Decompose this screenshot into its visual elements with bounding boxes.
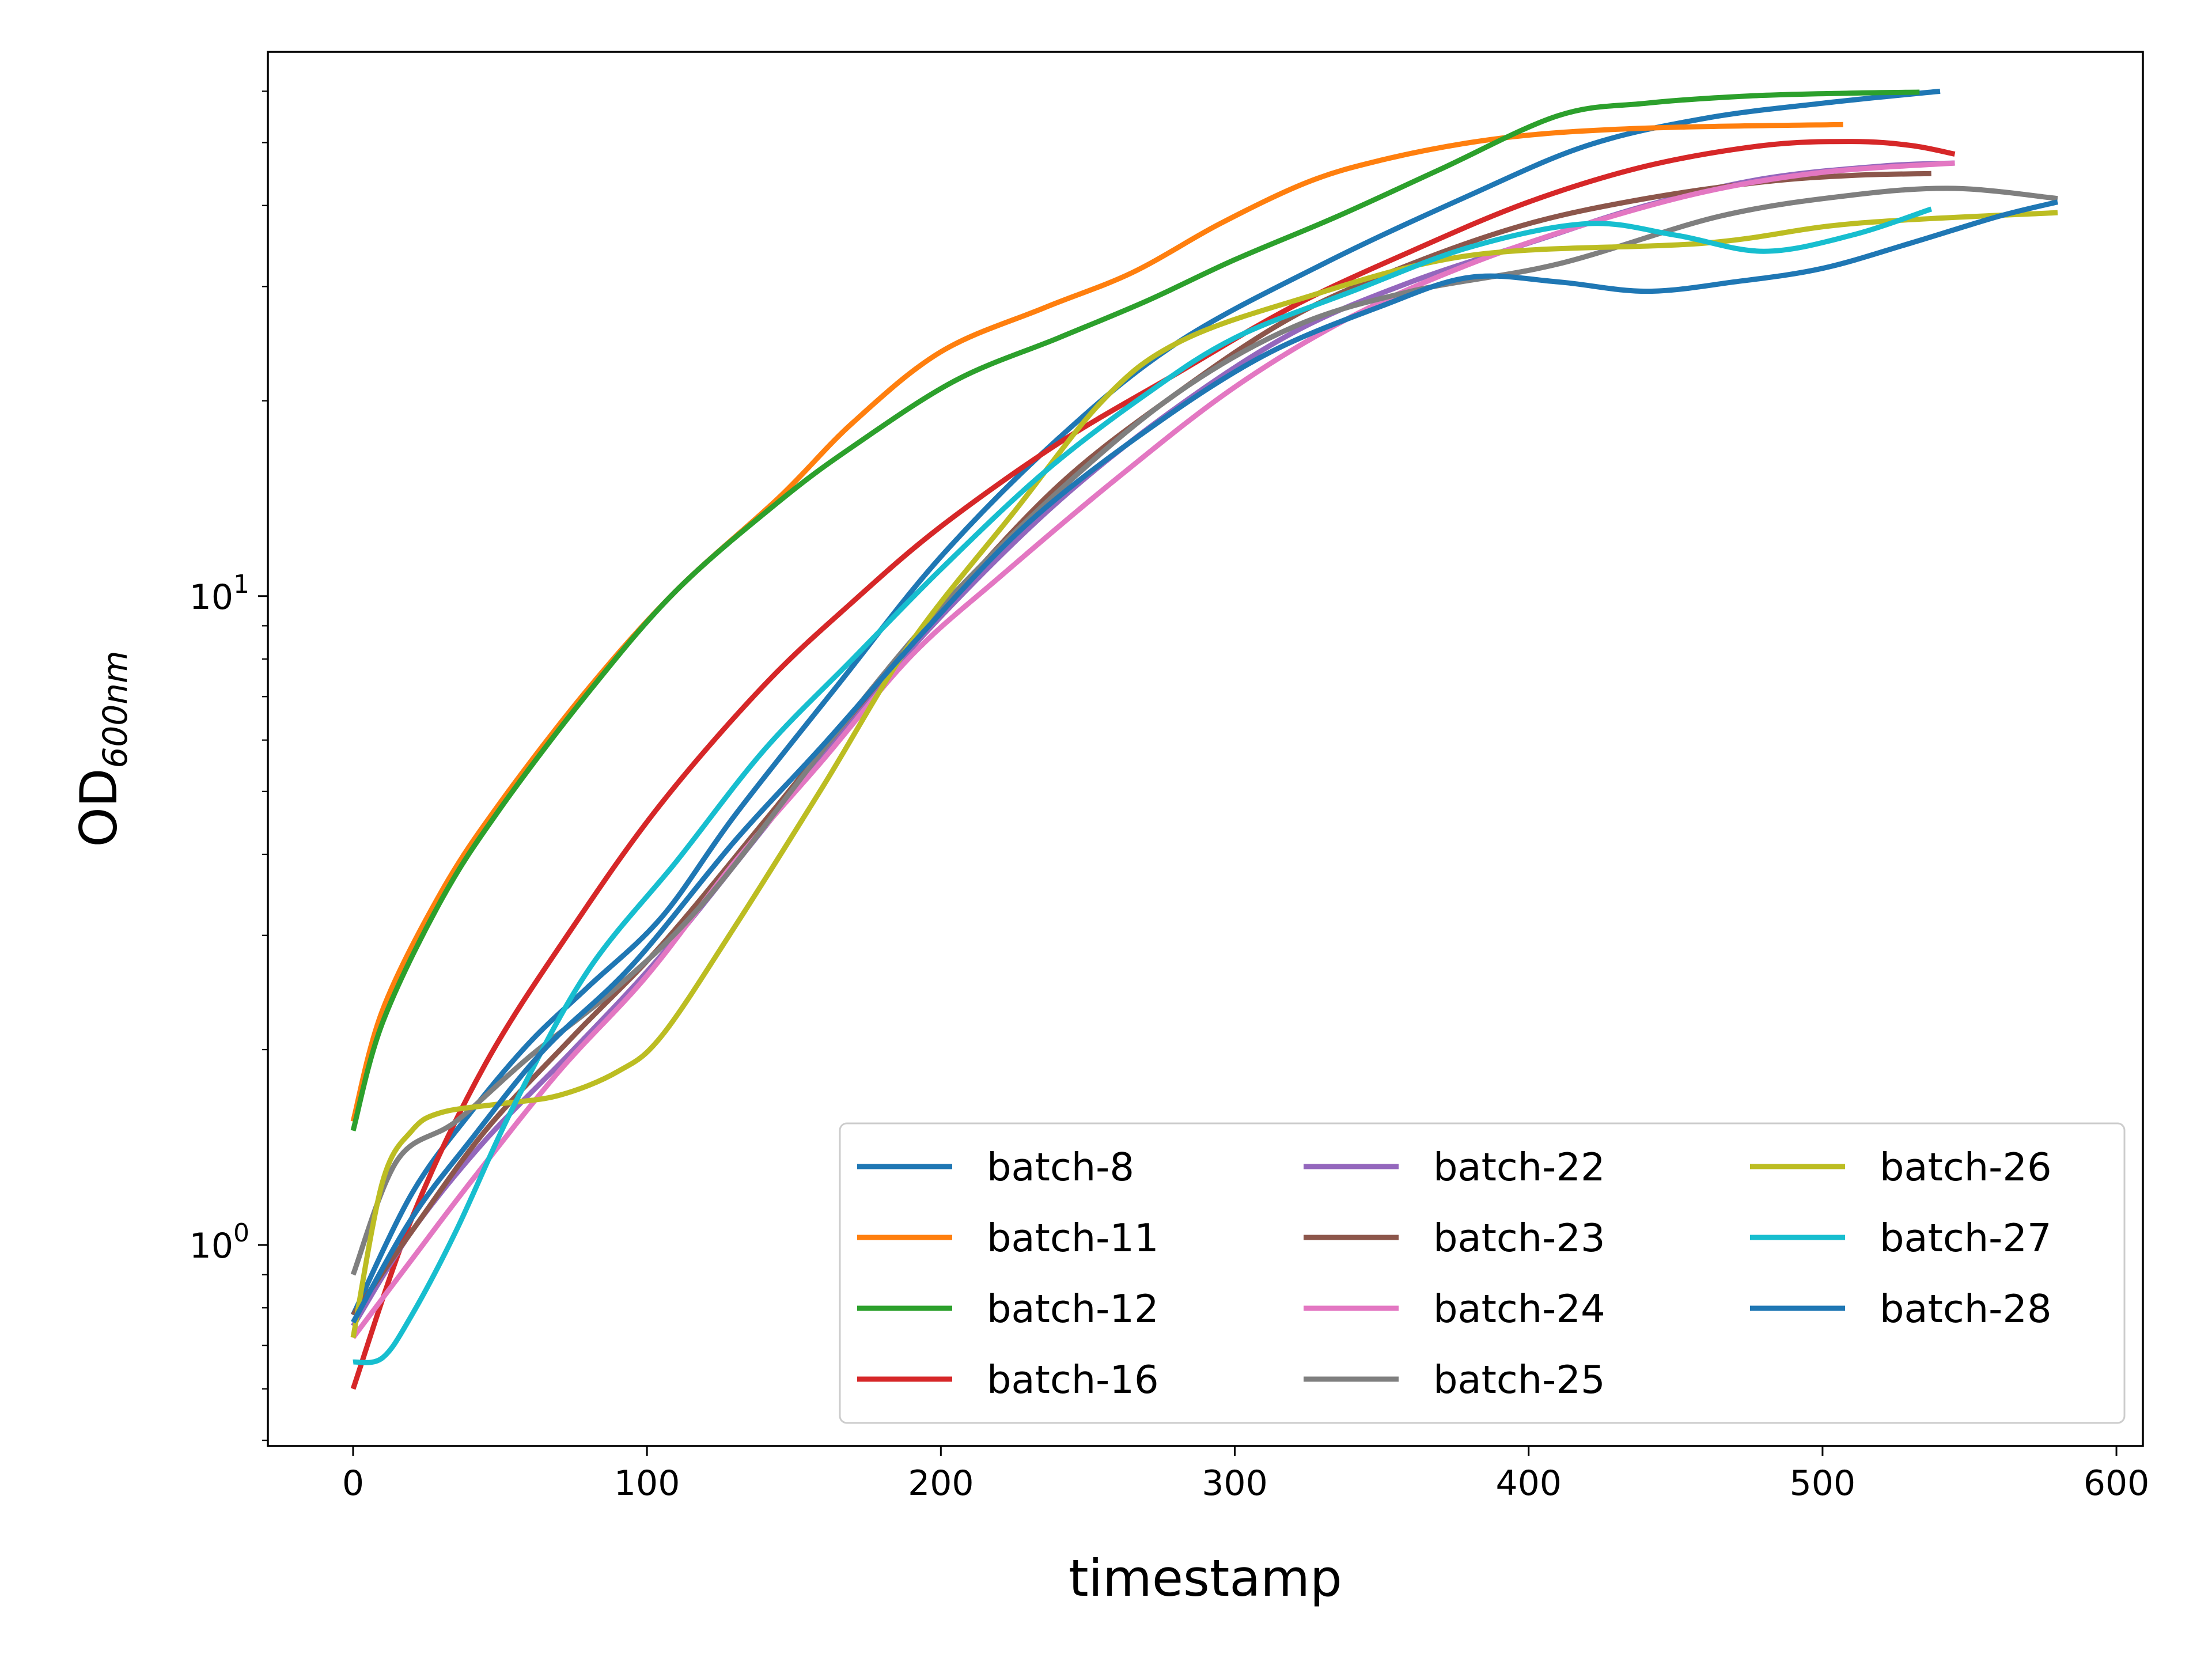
series-line-batch-16 xyxy=(350,139,1956,1390)
legend-label: batch-26 xyxy=(1880,1145,2052,1190)
x-tick-label: 300 xyxy=(1202,1463,1268,1504)
y-axis-label: OD600nm xyxy=(69,651,135,847)
legend: batch-8 batch-11 batch-12 batch-16 batch-22 b… xyxy=(839,1122,2126,1424)
legend-label: batch-12 xyxy=(987,1286,1159,1331)
legend-label: batch-8 xyxy=(987,1145,1134,1190)
legend-label: batch-11 xyxy=(987,1216,1159,1260)
legend-label: batch-25 xyxy=(1433,1357,1605,1402)
series-layer xyxy=(350,88,2059,1390)
series-line-batch-23 xyxy=(351,171,1931,1317)
y-tick-label: 100 xyxy=(190,1218,249,1266)
x-tick-label: 0 xyxy=(342,1463,364,1504)
legend-box xyxy=(839,1122,2126,1424)
legend-label: batch-22 xyxy=(1433,1145,1605,1190)
x-tick-label: 600 xyxy=(2084,1463,2150,1504)
series-line-batch-27 xyxy=(353,206,1933,1365)
legend-label: batch-27 xyxy=(1880,1216,2052,1260)
legend-label: batch-24 xyxy=(1433,1286,1605,1331)
legend-label: batch-16 xyxy=(987,1357,1159,1402)
series-line-batch-25 xyxy=(350,185,2058,1276)
x-tick-label: 200 xyxy=(908,1463,974,1504)
series-line-batch-24 xyxy=(351,160,1955,1339)
x-tick-label: 400 xyxy=(1495,1463,1562,1504)
axes-layer: 0 100 200 300 400 500 600 100 101 xyxy=(190,90,2150,1504)
legend-label: batch-23 xyxy=(1433,1216,1605,1260)
plot-frame xyxy=(267,51,2144,1447)
y-axis-label-main: OD xyxy=(69,768,128,847)
series-line-batch-28 xyxy=(351,199,2059,1324)
y-tick-label: 101 xyxy=(190,570,249,618)
legend-label: batch-28 xyxy=(1880,1286,2052,1331)
series-line-batch-12 xyxy=(350,89,1920,1131)
series-line-batch-11 xyxy=(350,122,1843,1122)
x-tick-label: 100 xyxy=(614,1463,680,1504)
x-axis-label: timestamp xyxy=(1069,1549,1342,1608)
series-line-batch-8 xyxy=(350,88,1941,1316)
y-axis-label-subscript: 600nm xyxy=(96,651,135,768)
x-tick-label: 500 xyxy=(1790,1463,1856,1504)
